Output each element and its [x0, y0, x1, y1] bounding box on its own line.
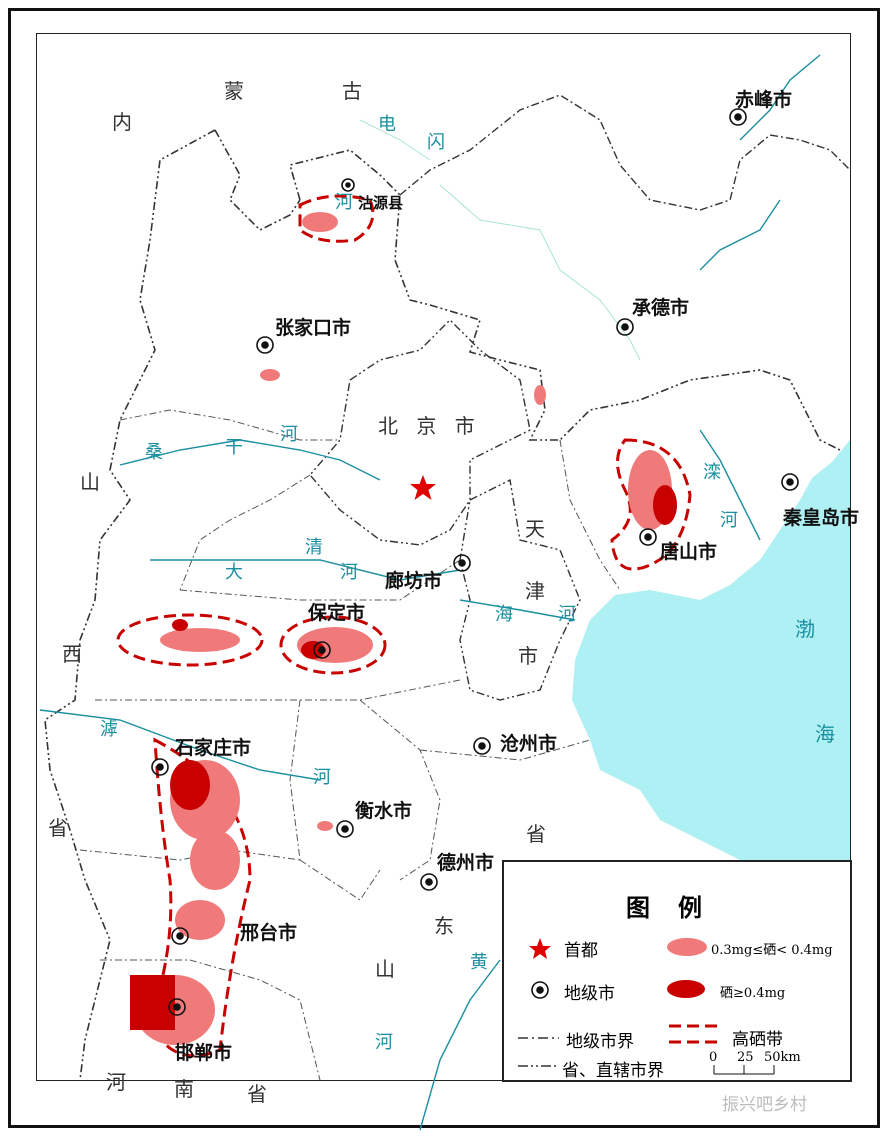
minor-rivers	[359, 119, 641, 361]
city-marker-icon	[729, 108, 747, 126]
river-label: 滦	[703, 462, 721, 483]
city-label-shijiazhuang: 石家庄市	[175, 737, 252, 759]
city-marker-icon	[171, 927, 189, 945]
legend: 图例 首都 地级市 地级市界 省、直辖市界 0.3mg≤硒< 0.4mg 硒≥0…	[502, 860, 852, 1082]
river-label: 河	[720, 510, 738, 531]
city-label-zhangjiakou: 张家口市	[275, 317, 352, 339]
region-label: 西	[62, 642, 82, 666]
region-label: 蒙	[224, 79, 244, 103]
river-label: 桑	[145, 442, 163, 463]
legend-se-high-label: 硒≥0.4mg	[720, 986, 786, 1001]
city-marker-icon	[616, 318, 634, 336]
rivers	[39, 54, 821, 1131]
river-label: 河	[558, 604, 576, 625]
outer-frame	[8, 8, 880, 1128]
city-label-guyuan: 沽源县	[358, 194, 404, 212]
bohai-sea	[572, 440, 850, 860]
region-label: 津	[525, 579, 545, 603]
river-label: 河	[313, 767, 331, 788]
scale-tick: 0	[709, 1050, 718, 1065]
region-label: 内	[112, 110, 132, 134]
city-marker-icon	[781, 473, 799, 491]
city-label-chengde: 承德市	[632, 297, 690, 319]
river-label: 河	[280, 424, 298, 445]
legend-title: 图例	[626, 894, 730, 922]
city-label-handan: 邯郸市	[175, 1042, 233, 1064]
city-label-qinhuangdao: 秦皇岛市	[783, 507, 860, 529]
river-label: 黄	[470, 952, 488, 973]
city-marker-icon	[453, 554, 471, 572]
city-label-baoding: 保定市	[308, 602, 366, 624]
river-label: 大	[225, 562, 243, 583]
region-label: 省	[526, 822, 546, 846]
region-label: 古	[342, 79, 362, 103]
scale-bar	[713, 1065, 775, 1075]
se-high-swatch	[667, 980, 705, 998]
se-mid-swatch	[667, 938, 707, 956]
city-markers	[151, 108, 799, 1016]
city-label-xingtai: 邢台市	[240, 922, 298, 944]
river-label: 清	[305, 537, 323, 558]
scale-tick: 25	[737, 1050, 754, 1065]
city-label-langfang: 廊坊市	[385, 570, 443, 592]
region-label: 南	[174, 1077, 194, 1101]
river-label: 电	[378, 114, 396, 135]
region-label: 省	[48, 816, 68, 840]
legend-high-se-belt-label: 高硒带	[732, 1030, 783, 1050]
city-label-dezhou: 德州市	[437, 852, 495, 874]
high-selenium-belts	[116, 194, 692, 1058]
city-marker-icon	[151, 758, 169, 776]
city-marker-icon	[336, 820, 354, 838]
city-marker-icon	[639, 528, 657, 546]
watermark: 振兴吧乡村	[722, 1095, 807, 1115]
scale-tick: 50km	[764, 1050, 801, 1065]
selenium-high-areas	[130, 485, 677, 1030]
inner-mongolia-boundary	[399, 94, 851, 211]
legend-province-boundary-label: 省、直辖市界	[562, 1061, 664, 1081]
city-marker-icon	[256, 336, 274, 354]
capital-star-icon	[410, 475, 436, 500]
sea-label: 渤	[795, 617, 815, 641]
legend-prefecture-boundary-label: 地级市界	[566, 1032, 634, 1052]
river-label: 河	[375, 1032, 393, 1053]
city-label-chifeng: 赤峰市	[735, 89, 793, 111]
legend-prefecture-city-label: 地级市	[564, 984, 615, 1004]
region-label: 天	[525, 517, 545, 541]
province-boundary	[44, 129, 841, 1081]
city-marker-icon	[341, 178, 355, 192]
sea-label: 海	[815, 722, 835, 746]
high-se-belt-symbol	[669, 1024, 722, 1044]
river-label: 闪	[427, 132, 445, 153]
beijing-label: 北 京 市	[378, 414, 481, 438]
region-label: 东	[434, 914, 454, 938]
city-marker-icon	[168, 998, 186, 1016]
city-marker-icon	[531, 981, 549, 999]
river-label: 河	[335, 192, 353, 213]
city-label-cangzhou: 沧州市	[500, 733, 558, 755]
legend-se-mid-label: 0.3mg≤硒< 0.4mg	[711, 943, 833, 958]
city-label-tangshan: 唐山市	[660, 541, 718, 563]
beijing-tianjin-boundary	[309, 319, 581, 701]
legend-capital-label: 首都	[564, 941, 598, 961]
capital-star-icon	[529, 938, 551, 959]
city-marker-icon	[313, 641, 331, 659]
region-label: 河	[106, 1070, 126, 1094]
legend-symbols	[518, 938, 775, 1075]
river-label: 滹	[100, 719, 118, 740]
region-label: 山	[80, 470, 100, 494]
region-label: 省	[247, 1082, 267, 1106]
city-label-hengshui: 衡水市	[355, 800, 413, 822]
region-label: 市	[518, 644, 538, 668]
city-marker-icon	[420, 873, 438, 891]
map-frame	[36, 33, 851, 1081]
river-label: 海	[495, 604, 513, 625]
city-marker-icon	[473, 737, 491, 755]
river-label: 河	[340, 562, 358, 583]
region-label: 山	[375, 957, 395, 981]
river-label: 干	[225, 437, 243, 458]
